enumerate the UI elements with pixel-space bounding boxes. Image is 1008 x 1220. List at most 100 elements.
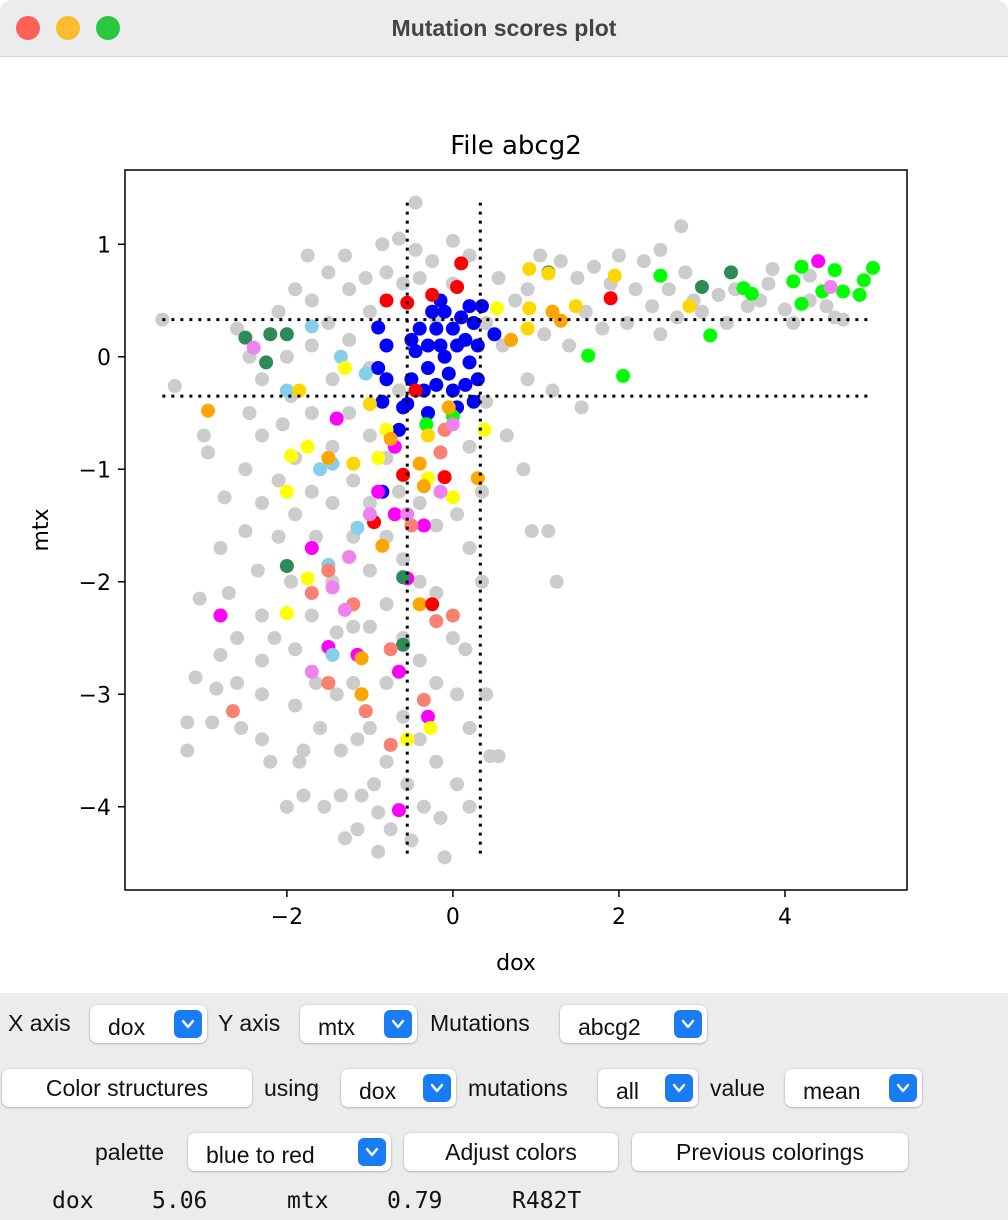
data-point[interactable] (371, 484, 386, 499)
data-point[interactable] (450, 507, 465, 522)
data-point[interactable] (520, 321, 535, 336)
data-point[interactable] (445, 321, 460, 336)
data-point[interactable] (620, 316, 635, 330)
data-point[interactable] (408, 242, 423, 257)
data-point[interactable] (254, 653, 269, 668)
data-point[interactable] (337, 602, 352, 617)
data-point[interactable] (375, 538, 390, 553)
data-point[interactable] (441, 400, 456, 415)
data-point[interactable] (522, 301, 537, 316)
data-point[interactable] (537, 327, 552, 342)
data-point[interactable] (408, 383, 423, 398)
data-point[interactable] (694, 280, 709, 294)
data-point[interactable] (288, 698, 303, 713)
data-point[interactable] (383, 822, 398, 837)
data-point[interactable] (296, 788, 311, 803)
data-point[interactable] (313, 462, 328, 477)
data-point[interactable] (425, 304, 440, 319)
data-point[interactable] (811, 254, 826, 269)
data-point[interactable] (362, 496, 377, 510)
data-point[interactable] (279, 327, 294, 342)
data-point[interactable] (462, 721, 477, 735)
data-point[interactable] (694, 304, 709, 319)
data-point[interactable] (423, 721, 438, 735)
data-point[interactable] (400, 777, 415, 792)
data-point[interactable] (279, 606, 294, 621)
data-point[interactable] (474, 299, 489, 314)
data-point[interactable] (292, 383, 307, 398)
data-point[interactable] (288, 282, 303, 297)
data-point[interactable] (271, 304, 286, 319)
data-point[interactable] (362, 428, 377, 443)
data-point[interactable] (288, 507, 303, 522)
data-point[interactable] (321, 563, 336, 578)
data-point[interactable] (238, 462, 253, 477)
data-point[interactable] (421, 428, 436, 443)
data-point[interactable] (802, 268, 817, 283)
data-point[interactable] (321, 451, 336, 465)
using-select[interactable]: dox (341, 1069, 456, 1107)
data-point[interactable] (317, 799, 332, 814)
data-point[interactable] (279, 559, 294, 573)
data-point[interactable] (416, 479, 431, 494)
data-point[interactable] (421, 709, 436, 724)
data-point[interactable] (346, 676, 361, 690)
data-point[interactable] (429, 586, 444, 600)
data-point[interactable] (333, 349, 348, 364)
data-point[interactable] (167, 379, 182, 393)
data-point[interactable] (445, 417, 460, 432)
data-point[interactable] (362, 507, 377, 522)
data-point[interactable] (445, 631, 460, 645)
data-point[interactable] (238, 330, 253, 345)
data-point[interactable] (404, 332, 419, 347)
data-point[interactable] (201, 403, 216, 418)
data-point[interactable] (421, 361, 436, 375)
data-point[interactable] (379, 338, 394, 353)
data-point[interactable] (454, 256, 469, 271)
data-point[interactable] (346, 456, 361, 471)
data-point[interactable] (279, 799, 294, 814)
data-point[interactable] (292, 754, 307, 769)
minimize-button[interactable] (56, 16, 80, 40)
data-point[interactable] (396, 637, 411, 652)
data-point[interactable] (180, 715, 195, 730)
data-point[interactable] (333, 788, 348, 803)
data-point[interactable] (304, 406, 319, 420)
data-point[interactable] (379, 265, 394, 280)
data-point[interactable] (225, 704, 240, 719)
data-point[interactable] (425, 254, 440, 269)
data-point[interactable] (765, 262, 780, 276)
data-point[interactable] (342, 406, 357, 420)
data-point[interactable] (504, 332, 519, 347)
data-point[interactable] (205, 715, 220, 730)
data-point[interactable] (674, 219, 689, 234)
palette-select[interactable]: blue to red (188, 1133, 391, 1171)
close-button[interactable] (16, 16, 40, 40)
data-point[interactable] (823, 280, 838, 294)
data-point[interactable] (271, 473, 286, 488)
data-point[interactable] (412, 653, 427, 668)
data-point[interactable] (794, 259, 809, 274)
data-point[interactable] (433, 338, 448, 353)
data-point[interactable] (396, 276, 411, 291)
data-point[interactable] (396, 709, 411, 724)
data-point[interactable] (711, 287, 726, 302)
data-point[interactable] (391, 422, 406, 437)
data-point[interactable] (209, 681, 224, 696)
data-point[interactable] (628, 282, 643, 297)
data-point[interactable] (491, 271, 506, 285)
data-point[interactable] (462, 299, 477, 314)
data-point[interactable] (487, 327, 502, 342)
data-point[interactable] (321, 316, 336, 330)
data-point[interactable] (408, 195, 423, 210)
data-point[interactable] (516, 462, 531, 477)
data-point[interactable] (433, 484, 448, 499)
data-point[interactable] (703, 328, 718, 343)
data-point[interactable] (192, 591, 207, 606)
data-point[interactable] (570, 271, 585, 285)
data-point[interactable] (362, 563, 377, 578)
data-point[interactable] (595, 321, 610, 336)
data-point[interactable] (458, 642, 473, 657)
data-point[interactable] (371, 451, 386, 465)
data-point[interactable] (645, 299, 660, 314)
